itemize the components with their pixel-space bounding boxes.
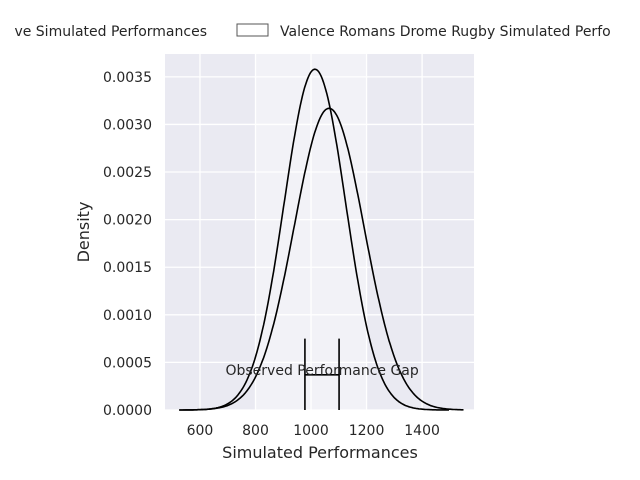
legend-label-0: ve Simulated Performances	[14, 24, 207, 40]
kde-curve-1	[179, 107, 464, 411]
x-tick-label: 1000	[293, 423, 329, 439]
legend-patch-1	[236, 23, 269, 37]
y-tick-label: 0.0000	[103, 403, 152, 419]
legend: ve Simulated Performances Valence Romans…	[14, 23, 611, 40]
x-axis-label: Simulated Performances	[222, 443, 418, 462]
plot-area: 600 800 1000 1200 1400 0.0000 0.0005 0.0010 0.00…	[103, 54, 474, 439]
x-tick-label: 1400	[404, 423, 440, 439]
gap-annotation: Observed Performance Gap	[225, 363, 418, 379]
y-tick-label: 0.0010	[103, 308, 152, 324]
y-tick-label: 0.0015	[103, 260, 152, 276]
y-tick-label: 0.0025	[103, 165, 152, 181]
y-tick-label: 0.0005	[103, 355, 152, 371]
kde-curve-0	[179, 68, 449, 411]
y-axis-label: Density	[74, 202, 93, 263]
y-tick-label: 0.0020	[103, 213, 152, 229]
x-tick-label: 1200	[349, 423, 385, 439]
x-tick-label: 600	[187, 423, 214, 439]
legend-label-1: Valence Romans Drome Rugby Simulated Per…	[280, 24, 611, 40]
x-tick-label: 800	[242, 423, 269, 439]
y-tick-label: 0.0035	[103, 70, 152, 86]
y-tick-label: 0.0030	[103, 117, 152, 133]
